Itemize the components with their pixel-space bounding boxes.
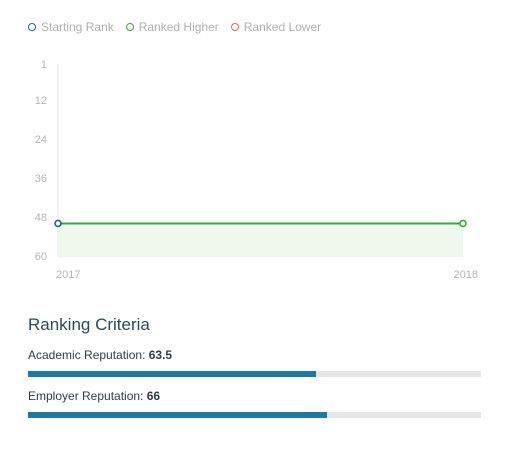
- criterion-academic-bar-fill: [28, 371, 316, 377]
- legend-ranked-higher-label: Ranked Higher: [138, 20, 219, 34]
- legend-ranked-higher-icon: [125, 23, 134, 31]
- y-tick-label: 24: [35, 134, 47, 146]
- chart-legend: Starting Rank Ranked Higher Ranked Lower: [28, 20, 321, 34]
- criterion-employer-label: Employer Reputation:: [28, 389, 144, 403]
- x-tick-label: 2017: [56, 269, 80, 281]
- legend-ranked-lower-icon: [230, 23, 239, 31]
- y-tick-label: 1: [41, 59, 47, 71]
- legend-item-ranked-lower[interactable]: Ranked Lower: [230, 20, 322, 34]
- criterion-academic-bar-track: [28, 371, 481, 377]
- criterion-academic-value: 63.5: [148, 348, 173, 362]
- x-tick-label: 2018: [454, 269, 478, 281]
- criterion-employer-label-row: Employer Reputation: 66: [28, 389, 481, 403]
- criterion-academic-reputation: Academic Reputation: 63.5: [28, 348, 481, 377]
- rank-line-chart: 1 12 24 36 48 60 2017 2018: [35, 59, 478, 281]
- legend-starting-rank-icon: [28, 23, 36, 31]
- criterion-employer-reputation: Employer Reputation: 66: [28, 389, 481, 418]
- y-tick-label: 48: [35, 212, 47, 224]
- series-point: [54, 219, 62, 228]
- criterion-academic-label: Academic Reputation:: [28, 348, 146, 362]
- legend-item-starting-rank[interactable]: Starting Rank: [28, 20, 114, 34]
- legend-starting-rank-label: Starting Rank: [41, 20, 114, 34]
- criterion-employer-bar-track: [28, 412, 481, 418]
- y-tick-label: 36: [35, 173, 47, 185]
- criterion-employer-value: 66: [146, 389, 161, 403]
- y-tick-label: 60: [35, 251, 47, 263]
- legend-item-ranked-higher[interactable]: Ranked Higher: [125, 20, 219, 34]
- criterion-academic-label-row: Academic Reputation: 63.5: [28, 348, 481, 362]
- series-area: [58, 223, 463, 256]
- series-point: [459, 219, 467, 228]
- criterion-employer-bar-fill: [28, 412, 327, 418]
- legend-ranked-lower-label: Ranked Lower: [243, 20, 322, 34]
- ranking-criteria-title: Ranking Criteria: [28, 315, 150, 334]
- y-tick-label: 12: [35, 95, 47, 107]
